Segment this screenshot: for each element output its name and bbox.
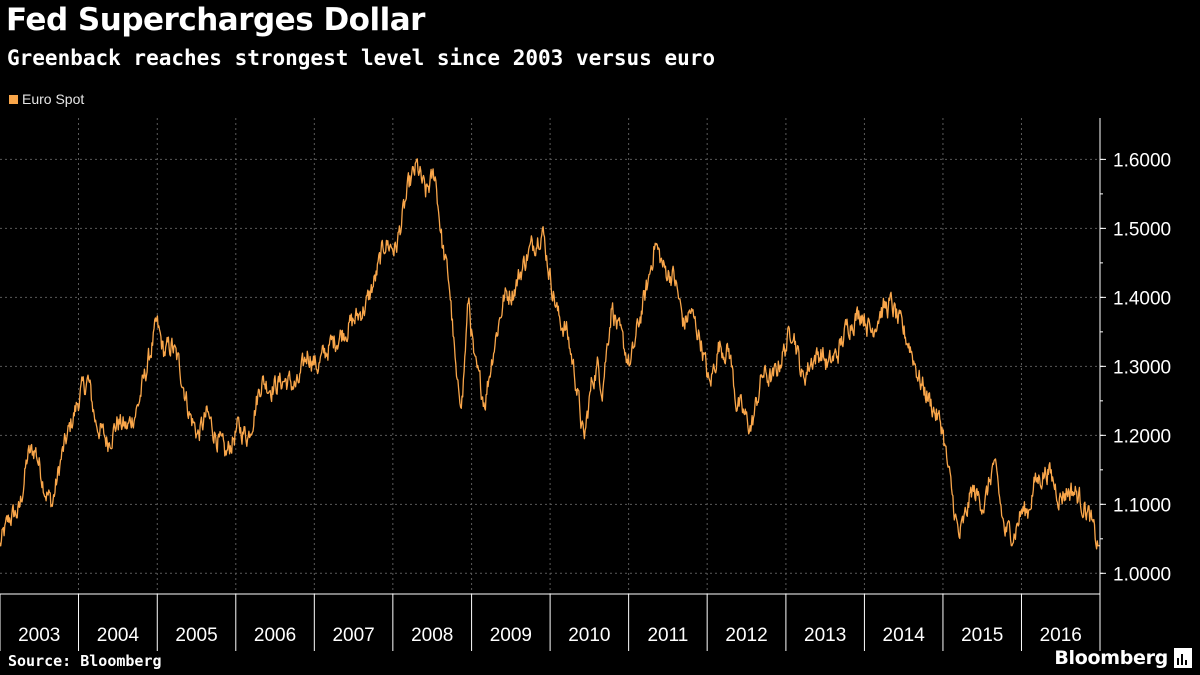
chart-subtitle: Greenback reaches strongest level since … xyxy=(7,46,716,70)
legend-label: Euro Spot xyxy=(22,91,85,107)
x-tick-label: 2010 xyxy=(568,625,610,646)
source-note: Source: Bloomberg xyxy=(8,652,162,670)
x-tick-label: 2015 xyxy=(961,625,1003,646)
chart-title: Fed Supercharges Dollar xyxy=(6,2,425,38)
x-tick-label: 2011 xyxy=(647,625,688,646)
y-tick-label: 1.5000 xyxy=(1113,219,1171,240)
grid-layer xyxy=(0,118,1100,594)
y-tick-label: 1.2000 xyxy=(1113,426,1171,447)
x-tick-label: 2004 xyxy=(97,625,140,646)
x-tick-label: 2003 xyxy=(18,625,60,646)
x-tick-label: 2008 xyxy=(411,625,453,646)
x-tick-label: 2013 xyxy=(804,625,846,646)
x-tick-label: 2016 xyxy=(1040,625,1082,646)
axis-layer: 1.6000 1.5000 1.4000 1.3000 1.2000 1.1000 1.00… xyxy=(0,118,1171,651)
legend-swatch xyxy=(9,94,18,104)
x-tick-label: 2005 xyxy=(175,625,217,646)
x-tick-label: 2007 xyxy=(332,625,374,646)
brand: Bloomberg xyxy=(1054,647,1192,669)
legend: Euro Spot xyxy=(9,91,84,107)
y-tick-label: 1.6000 xyxy=(1113,150,1171,171)
y-tick-label: 1.1000 xyxy=(1113,495,1171,516)
x-tick-label: 2012 xyxy=(725,625,767,646)
y-tick-label: 1.3000 xyxy=(1113,357,1171,378)
y-tick-label: 1.4000 xyxy=(1113,288,1171,309)
series-line-euro-spot xyxy=(0,158,1100,550)
x-tick-label: 2014 xyxy=(883,625,926,646)
brand-name: Bloomberg xyxy=(1054,647,1168,669)
y-tick-label: 1.0000 xyxy=(1113,564,1171,585)
series-layer xyxy=(0,158,1100,550)
x-tick-label: 2009 xyxy=(490,625,532,646)
bloomberg-logo-icon xyxy=(1174,648,1192,668)
x-tick-label: 2006 xyxy=(254,625,296,646)
